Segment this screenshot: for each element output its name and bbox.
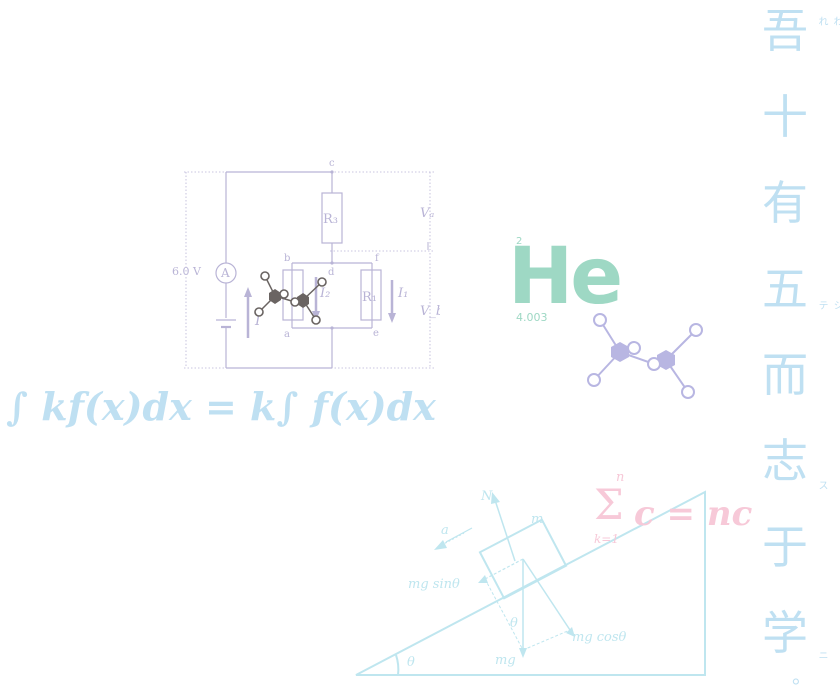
normal-force-label: N [480,489,493,504]
node-d-label: d [328,267,335,278]
node-b-label: b [284,253,290,264]
sum-lower: k=1 [594,532,619,546]
sum-upper: n [616,470,625,485]
node-f-label: f [375,253,380,264]
va-label: Vₐ [420,206,434,221]
element-symbol: He [508,232,623,322]
vertical-char: 有 [762,176,808,230]
element-number: 2 [516,236,523,247]
current-i-label: I [254,313,261,329]
mg-label: mg [495,653,516,668]
node-e-label: e [373,328,379,339]
r3-label: R₃ [323,212,338,227]
r1-label: R₁ [362,290,377,305]
ruby-text: ニ [816,650,827,660]
vb-label: V_b [420,304,440,319]
ruby-text: ニシテ [816,300,840,310]
circuit-diagram: c b d f a e R₃ R₁ A 6.0 V Vₐ V_b I I₁ I₂ [172,158,440,369]
node-a-label: a [284,329,290,340]
molecule-dark [254,271,327,325]
molecule-light [587,313,703,399]
vertical-char: 吾 [762,4,808,58]
ruby-text: われ [816,16,840,26]
sum-body: c = nc [634,494,753,534]
vertical-char: 于 [762,520,808,574]
vertical-char: 学 [762,606,808,660]
current-i2-label: I₂ [319,286,330,301]
mass-label: m [531,512,543,527]
mg-sin-label: mg sinθ [408,577,460,592]
current-i1-label: I₁ [397,286,408,301]
theta-inner-label: θ [510,616,518,631]
vertical-char: 而 [762,348,808,402]
sigma-symbol: Σ [594,480,624,529]
vertical-char: 志 [762,434,808,488]
ruby-text: ス [816,480,827,490]
vertical-char: 十 [762,90,808,144]
node-c-label: c [329,158,335,169]
ammeter-label: A [220,266,230,280]
vertical-char: 五 [762,262,808,316]
incline-diagram: N a m mg sinθ mg cosθ mg θ θ [355,489,706,676]
resistor-r1 [360,269,382,321]
element-mass: 4.003 [516,311,548,324]
acceleration-label: a [441,523,449,538]
voltage-label: 6.0 V [172,265,202,278]
integral-formula: ∫ kf(x)dx = k∫ f(x)dx [6,384,436,429]
end-mark: 。 [792,664,812,688]
mg-cos-label: mg cosθ [572,630,627,645]
theta-incline-label: θ [407,655,415,670]
